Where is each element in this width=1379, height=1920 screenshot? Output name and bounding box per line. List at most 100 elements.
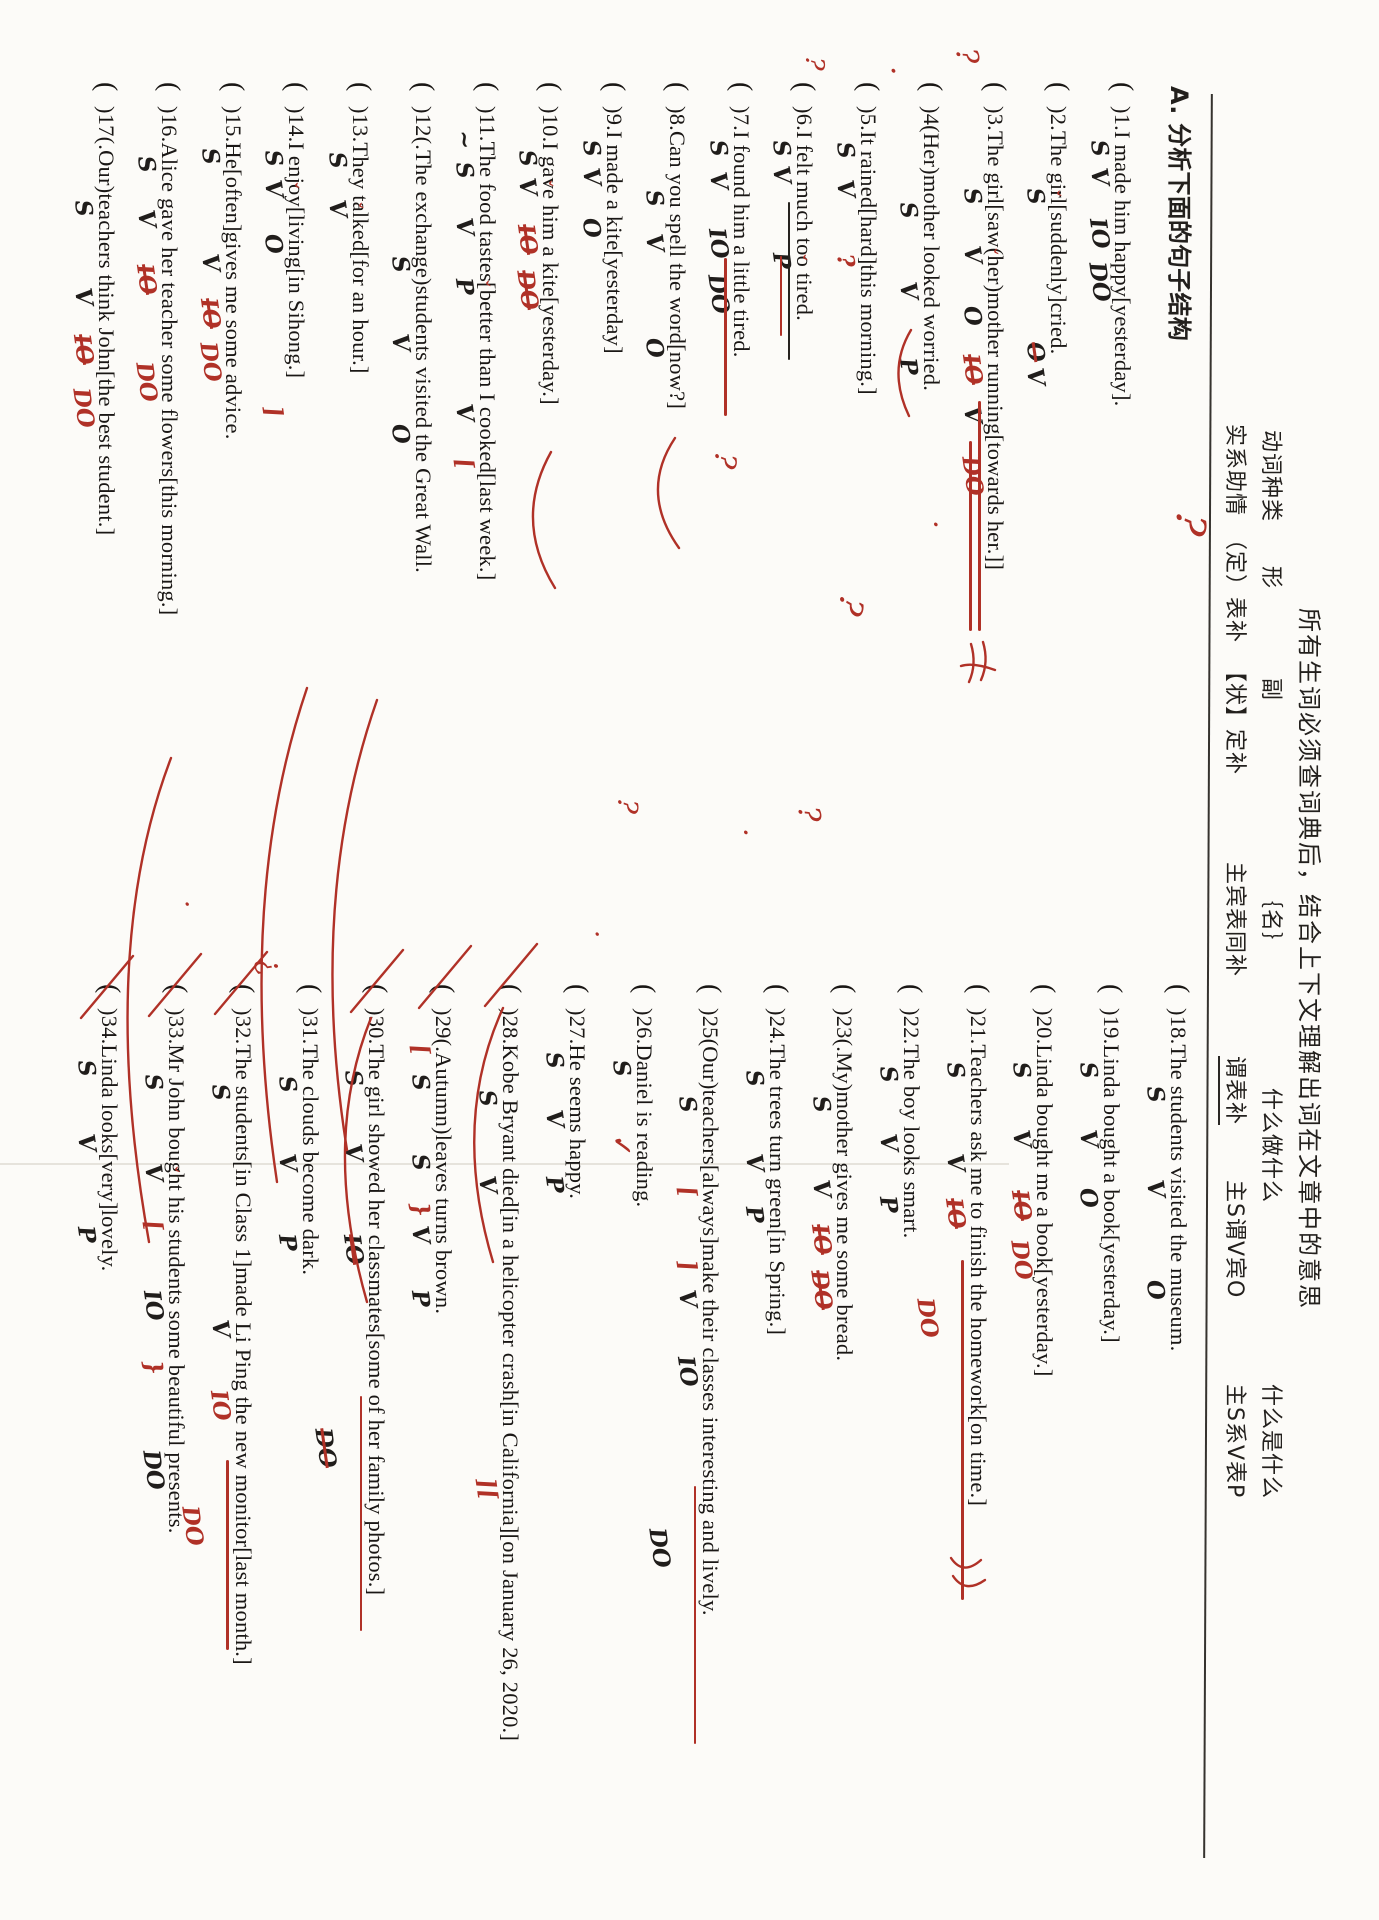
header-col-label: 【状】定补 (1222, 660, 1247, 776)
annotation-mark: V (767, 164, 797, 186)
sentence-text: )20.Linda bought me a book[yesterday.] (1032, 1008, 1058, 1377)
black-underline (788, 202, 791, 360)
header-col-label: 主S谓V宾O (1222, 1180, 1247, 1299)
annotation-mark: S (195, 146, 226, 167)
answer-paren: ( (853, 82, 884, 92)
answer-paren: ( (1043, 82, 1075, 92)
annotation-mark: V (386, 332, 416, 354)
answer-paren: ( (361, 984, 393, 994)
sentence-line: ()5.It rained[hard]this morning.] S V? (831, 82, 884, 395)
annotation-mark: V (806, 1178, 837, 1200)
red-pen-stroke (951, 1574, 987, 1588)
sentence-line: ()16.Alice gave her teacher some flowers… (131, 82, 186, 615)
annotation-mark: ] (673, 1258, 703, 1273)
sentence-line: ()2.The girl[suddenly]cried. S ˇ O V (1021, 82, 1074, 388)
sentence-line: ()26.Daniel is reading. S ✓ (606, 984, 659, 1207)
annotation-mark: S (1074, 1060, 1104, 1081)
annotation-mark: S (339, 1068, 369, 1089)
annotation-mark: [ (406, 1042, 435, 1057)
annotation-mark: S (138, 1072, 169, 1093)
annotation-mark: S (472, 1088, 503, 1109)
annotation-mark: O (576, 216, 607, 240)
annotation-mark: V (640, 232, 670, 254)
red-pen-stroke (483, 942, 539, 1008)
answer-paren: ( (1107, 82, 1138, 92)
red-margin-note: ? (248, 952, 287, 980)
sentence-text: )2.The girl[suddenly]cried. (1046, 106, 1072, 355)
sentence-text: )3.The girl[saw(her)mother running[towar… (983, 106, 1008, 571)
annotation-mark: P (72, 1224, 102, 1246)
sentence-line: ()3.The girl[saw(her)mother running[towa… (956, 82, 1011, 631)
annotation-mark: S (205, 1082, 235, 1103)
red-margin-note: ? (948, 46, 985, 66)
annotation-mark: V (339, 1142, 369, 1164)
sentence-line: ()33.Mr John bought his students some be… (137, 984, 192, 1534)
annotation-mark: [ (450, 456, 479, 471)
header-col-label: 主S系V表P (1222, 1384, 1247, 1499)
sentence-text: )29(.Autumn)leaves turns brown. (431, 1008, 457, 1315)
sentence-line: ()14.I enjoy[living[in Sihong.] S V ˇ O] (259, 82, 312, 419)
annotation-mark: IO (672, 1354, 704, 1389)
answer-paren: ( (428, 984, 460, 994)
annotation-mark: DO (910, 1296, 944, 1340)
annotation-mark: S (259, 148, 289, 169)
annotation-mark: V (72, 1132, 102, 1154)
sentence-line: ()24.The trees turn green[in Spring.] S V P (740, 984, 793, 1336)
annotation-mark: ✓ (606, 1132, 636, 1156)
sentence-line: ()13.They talked[for an hour.] S V ˇ (323, 82, 376, 374)
annotation-mark: S (606, 1058, 636, 1079)
answer-paren: ( (1096, 984, 1128, 994)
sentence-line: ()22.The boy looks smart. S V P (874, 984, 927, 1239)
red-margin-note: ? (1164, 507, 1217, 540)
annotation-mark: ? (831, 252, 860, 270)
sentence-text: )14.I enjoy[living[in Sihong.] (284, 106, 310, 379)
annotation-mark: V (894, 280, 924, 302)
annotation-mark: S (806, 1094, 837, 1115)
annotation-mark: V (1007, 1128, 1037, 1150)
sentence-text: )18.The students visited the museum. (1166, 1008, 1191, 1352)
annotation-mark: V (68, 286, 99, 308)
annotation-mark: DO (1005, 1238, 1039, 1282)
answer-paren: ( (294, 984, 326, 994)
annotation-mark: S (830, 140, 861, 161)
sentence-text: )6.I felt much too tired. (792, 106, 818, 321)
red-margin-note: · (875, 66, 910, 76)
header-col-label: （定）表补 (1222, 528, 1247, 644)
annotation-mark: V (940, 1152, 970, 1174)
red-margin-note: ? (705, 449, 744, 472)
annotation-mark: S (767, 138, 797, 159)
red-pen-stroke (959, 663, 997, 672)
annotation-mark: DO (702, 272, 735, 316)
sentence-line: ()32.The students[in Class 1]made Li Pin… (176, 984, 259, 1665)
annotation-mark: IO (512, 222, 544, 257)
sentence-text: )9.I made a kite[yesterday] (602, 106, 627, 354)
answer-paren: ( (762, 984, 794, 994)
annotation-mark: IO (204, 1388, 236, 1423)
sentence-text: )22.The boy looks smart. (898, 1008, 924, 1239)
annotation-mark: V (1084, 166, 1115, 188)
annotation-mark: P (406, 1288, 436, 1310)
sentence-text: )24.The trees turn green[in Spring.] (765, 1008, 791, 1336)
annotation-mark: IO (137, 1288, 170, 1323)
header-col-label: 动词种类 (1258, 430, 1283, 523)
annotation-mark: IO (338, 1232, 370, 1267)
annotation-mark: O (1140, 1278, 1171, 1302)
sentence-line: ()27.He seems happy. S V P (540, 984, 593, 1199)
sentence-line: ()11.The food tastes[better than I cooke… (450, 82, 503, 580)
sentence-line: ()8.Can you spell the word[now?] S V O (640, 82, 693, 409)
red-margin-note: ? (790, 804, 827, 824)
sentence-text: )32.The students[in Class 1]made Li Ping… (230, 1008, 256, 1665)
red-pen-stroke (656, 436, 681, 550)
answer-paren: ( (535, 82, 567, 92)
annotation-mark: V (205, 1318, 235, 1340)
answer-paren: ( (1163, 984, 1194, 994)
annotation-mark: V (957, 404, 988, 426)
sentence-text: )1.I made him happy[yesterday]. (1110, 106, 1135, 407)
annotation-mark: ~ (449, 128, 480, 152)
annotation-mark: S (1084, 138, 1115, 159)
red-underline (359, 1396, 363, 1631)
